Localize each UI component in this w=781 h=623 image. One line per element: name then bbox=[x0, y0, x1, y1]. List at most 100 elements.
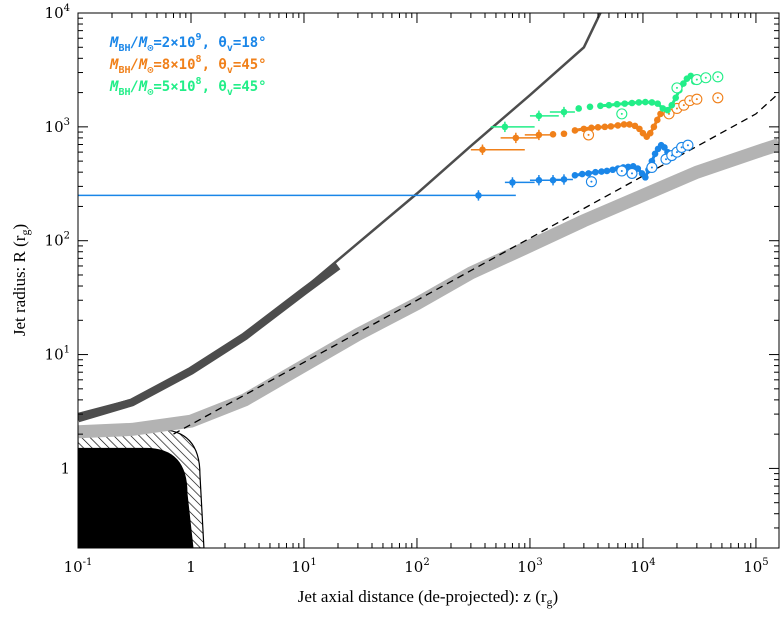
open-point-dot bbox=[620, 169, 623, 172]
x-tick-exp: 1 bbox=[310, 557, 316, 568]
open-point-dot bbox=[704, 76, 707, 79]
open-point-dot bbox=[675, 86, 678, 89]
legend-entry: MBH/M⊙=2×109, θv=18° bbox=[109, 32, 267, 54]
legend-angle-val: =45° bbox=[233, 57, 267, 73]
data-point bbox=[575, 105, 582, 112]
legend-mass-sun: ⊙ bbox=[147, 65, 153, 76]
series-1 bbox=[470, 92, 724, 155]
x-tick-exp: 3 bbox=[536, 557, 542, 568]
x-tick-base: 10 bbox=[64, 558, 83, 576]
y-axis-title-text: Jet radius: R (r bbox=[10, 235, 29, 336]
legend-angle-lhs: , θ bbox=[202, 79, 227, 95]
y-tick-base: 10 bbox=[45, 346, 64, 364]
x-tick-base: 1 bbox=[186, 558, 196, 576]
data-point bbox=[535, 131, 543, 139]
axis-ticks bbox=[77, 12, 779, 549]
legend-mass-sep: /M bbox=[130, 57, 147, 73]
y-axis-title: Jet radius: R (rg) bbox=[10, 224, 32, 336]
open-point-dot bbox=[695, 98, 698, 101]
open-point-dot bbox=[620, 112, 623, 115]
y-tick-exp: 1 bbox=[64, 345, 70, 356]
legend-mass-exp: 8 bbox=[196, 76, 202, 87]
x-tick-exp: -1 bbox=[83, 557, 93, 568]
data-point bbox=[560, 108, 568, 116]
x-tick-base: 10 bbox=[743, 558, 762, 576]
x-tick-label: 105 bbox=[743, 557, 768, 576]
open-point-dot bbox=[665, 158, 668, 161]
legend-mass-sub: BH bbox=[118, 87, 130, 98]
open-point-dot bbox=[675, 151, 678, 154]
y-tick-label: 104 bbox=[45, 3, 70, 22]
y-axis-title-end: ) bbox=[10, 224, 29, 230]
legend-angle-lhs: , θ bbox=[202, 57, 227, 73]
x-axis-title-text: Jet axial distance (de-projected): z (r bbox=[298, 587, 547, 606]
legend-angle-sub: v bbox=[227, 43, 233, 54]
legend-angle-val: =45° bbox=[233, 79, 267, 95]
light-curve-band bbox=[78, 138, 779, 439]
y-axis-title-sub: g bbox=[18, 230, 32, 236]
y-tick-exp: 4 bbox=[64, 3, 70, 14]
legend-entry: MBH/M⊙=5×108, θv=45° bbox=[109, 76, 267, 98]
x-tick-exp: 4 bbox=[649, 557, 655, 568]
series-ridge bbox=[600, 73, 696, 112]
y-tick-label: 103 bbox=[45, 117, 70, 136]
legend-mass-val: =2×10 bbox=[153, 35, 195, 51]
legend-angle-val: =18° bbox=[233, 35, 267, 51]
legend-mass-val: =5×10 bbox=[153, 79, 195, 95]
data-point bbox=[501, 123, 509, 131]
x-tick-exp: 5 bbox=[762, 557, 768, 568]
y-tick-base: 10 bbox=[45, 4, 64, 22]
x-tick-label: 1 bbox=[186, 558, 196, 576]
x-axis-title-sub: g bbox=[547, 595, 553, 609]
plot-frame bbox=[77, 12, 780, 549]
legend-mass-val: =8×10 bbox=[153, 57, 195, 73]
data-point bbox=[597, 102, 604, 110]
legend-mass-sep: /M bbox=[130, 79, 147, 95]
y-tick-label: 102 bbox=[45, 231, 70, 250]
plot-area bbox=[78, 13, 779, 548]
legend-mass-lhs: M bbox=[109, 57, 119, 73]
data-point bbox=[509, 179, 516, 186]
open-point-dot bbox=[675, 107, 678, 110]
x-tick-base: 10 bbox=[630, 558, 649, 576]
series-ridge bbox=[574, 113, 662, 139]
series-2 bbox=[490, 71, 724, 133]
legend-mass-sub: BH bbox=[118, 65, 130, 76]
y-tick-label: 1 bbox=[60, 459, 70, 477]
legend-mass-exp: 8 bbox=[196, 54, 202, 65]
legend-mass-lhs: M bbox=[109, 35, 119, 51]
legend-entry: MBH/M⊙=8×108, θv=45° bbox=[109, 54, 267, 76]
x-tick-base: 10 bbox=[517, 558, 536, 576]
legend-angle-sub: v bbox=[227, 87, 233, 98]
legend-mass-sun: ⊙ bbox=[147, 43, 153, 54]
open-point-dot bbox=[695, 78, 698, 81]
data-point bbox=[560, 176, 568, 183]
open-point-dot bbox=[716, 96, 719, 99]
x-axis-title-end: ) bbox=[553, 587, 559, 606]
y-tick-label: 101 bbox=[45, 345, 70, 364]
x-tick-exp: 2 bbox=[423, 557, 429, 568]
x-tick-label: 10-1 bbox=[64, 557, 93, 576]
y-tick-base: 10 bbox=[45, 232, 64, 250]
data-point bbox=[512, 134, 520, 142]
open-point-dot bbox=[590, 180, 593, 183]
dark-curve-band bbox=[78, 262, 341, 423]
x-tick-base: 10 bbox=[291, 558, 310, 576]
solid-region bbox=[78, 447, 194, 548]
legend-mass-sub: BH bbox=[118, 43, 130, 54]
open-point-dot bbox=[667, 112, 670, 115]
open-point-dot bbox=[630, 172, 633, 175]
x-axis-title: Jet axial distance (de-projected): z (rg… bbox=[298, 587, 558, 609]
y-tick-base: 1 bbox=[60, 459, 70, 477]
legend-mass-sun: ⊙ bbox=[147, 87, 153, 98]
open-point-dot bbox=[686, 144, 689, 147]
y-tick-exp: 3 bbox=[64, 117, 70, 128]
data-point bbox=[535, 112, 543, 120]
open-point-dot bbox=[680, 146, 683, 149]
legend-angle-lhs: , θ bbox=[202, 35, 227, 51]
series-ridge bbox=[574, 143, 669, 181]
y-tick-exp: 2 bbox=[64, 231, 70, 242]
legend-mass-sep: /M bbox=[130, 35, 147, 51]
